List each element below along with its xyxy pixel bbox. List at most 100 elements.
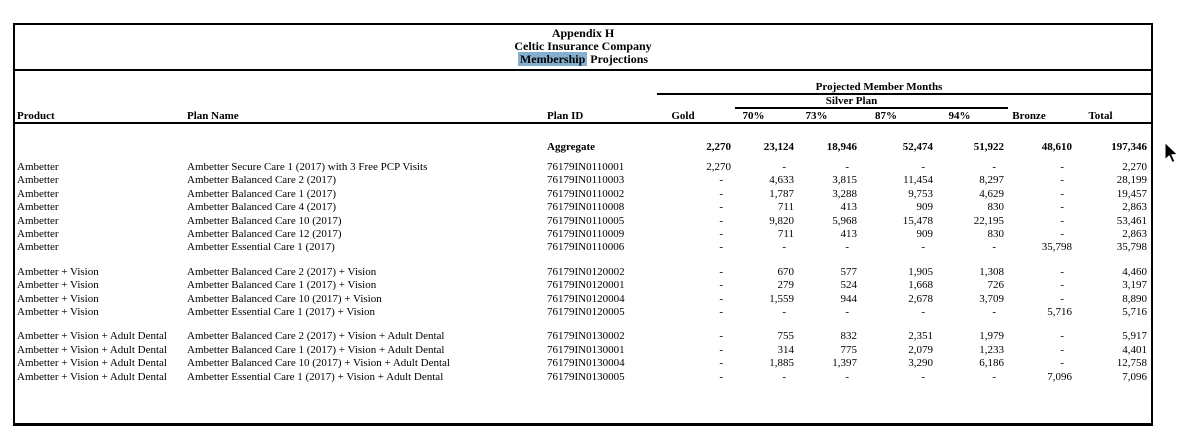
silver-73-cell: 524 bbox=[840, 279, 858, 292]
plan-id-cell: 76179IN0110003 bbox=[547, 174, 625, 187]
aggregate-label: Aggregate bbox=[547, 141, 596, 153]
plan-id-cell: 76179IN0120002 bbox=[547, 265, 625, 278]
plan-id-cell: 76179IN0110001 bbox=[547, 161, 625, 173]
gold-cell: 2,270 bbox=[706, 161, 731, 173]
column-header-plan-id: Plan ID bbox=[545, 108, 657, 124]
total-cell: 5,917 bbox=[1122, 330, 1148, 343]
silver-73-cell: 832 bbox=[840, 330, 858, 343]
silver-70-cell: 1,885 bbox=[769, 357, 794, 370]
table-row: Ambetter Ambetter Balanced Care 10 (2017)… bbox=[15, 215, 1151, 228]
total-cell: 2,863 bbox=[1122, 201, 1148, 214]
total-cell: 7,096 bbox=[1122, 370, 1148, 383]
aggregate-73: 18,946 bbox=[826, 141, 857, 153]
total-cell: 8,890 bbox=[1122, 292, 1148, 305]
gold-cell: - bbox=[719, 370, 723, 383]
gold-cell: - bbox=[719, 357, 723, 370]
total-cell: 4,460 bbox=[1122, 265, 1148, 278]
plan-id-cell: 76179IN0130004 bbox=[547, 357, 625, 370]
silver-94-cell: - bbox=[992, 241, 996, 254]
bronze-cell: - bbox=[1060, 265, 1064, 278]
table-row: Ambetter Ambetter Balanced Care 12 (2017)… bbox=[15, 228, 1151, 241]
silver-94-cell: 1,233 bbox=[979, 343, 1004, 356]
silver-87-cell: 2,351 bbox=[908, 330, 933, 343]
aggregate-total: 197,346 bbox=[1111, 141, 1148, 153]
product-cell: Ambetter + Vision bbox=[17, 306, 99, 319]
company-name: Celtic Insurance Company bbox=[514, 39, 652, 53]
table-row: Ambetter + Vision + Adult Dental Ambetter… bbox=[15, 344, 1151, 357]
silver-94-cell: 726 bbox=[987, 279, 1005, 292]
plan-id-cell: 76179IN0130001 bbox=[547, 343, 625, 356]
mouse-cursor bbox=[1164, 142, 1179, 164]
silver-73-cell: - bbox=[845, 306, 849, 319]
silver-87-cell: 9,753 bbox=[908, 187, 933, 200]
silver-73-cell: - bbox=[845, 241, 849, 254]
projected-member-months-header: Projected Member Months bbox=[657, 71, 1152, 95]
silver-73-cell: 413 bbox=[840, 228, 858, 241]
bronze-cell: - bbox=[1060, 214, 1064, 227]
bronze-cell: - bbox=[1060, 228, 1064, 241]
product-cell: Ambetter + Vision + Adult Dental bbox=[17, 357, 167, 370]
table-row: Ambetter + Vision + Adult Dental Ambetter… bbox=[15, 330, 1151, 343]
plan-id-cell: 76179IN0110008 bbox=[547, 201, 625, 214]
total-cell: 2,863 bbox=[1122, 228, 1148, 241]
column-header-94: 94% bbox=[937, 108, 1008, 124]
product-cell: Ambetter + Vision + Adult Dental bbox=[17, 370, 167, 383]
gold-cell: - bbox=[719, 343, 723, 356]
silver-87-cell: 1,905 bbox=[908, 265, 933, 278]
silver-87-cell: 2,678 bbox=[908, 292, 933, 305]
silver-73-cell: 3,288 bbox=[832, 187, 857, 200]
table-row: Ambetter Ambetter Balanced Care 4 (2017) 7… bbox=[15, 201, 1151, 214]
plan-id-cell: 76179IN0130002 bbox=[547, 330, 625, 343]
plan-name-cell: Ambetter Balanced Care 10 (2017) + Visio… bbox=[187, 357, 450, 370]
silver-87-cell: 11,454 bbox=[903, 174, 933, 187]
silver-73-cell: - bbox=[845, 370, 849, 383]
plan-name-cell: Ambetter Essential Care 1 (2017) + Visio… bbox=[187, 370, 444, 383]
bronze-cell: 7,096 bbox=[1047, 370, 1072, 383]
table-row: Ambetter Ambetter Balanced Care 2 (2017) 7… bbox=[15, 174, 1151, 187]
table-row: Ambetter + Vision + Adult Dental Ambetter… bbox=[15, 357, 1151, 370]
gold-cell: - bbox=[719, 265, 723, 278]
column-header-bronze: Bronze bbox=[1008, 108, 1076, 124]
membership-projections-sheet: Appendix H Celtic Insurance Company Memb… bbox=[13, 23, 1153, 426]
silver-70-cell: 1,787 bbox=[769, 187, 794, 200]
spacer-row bbox=[15, 255, 1151, 266]
silver-73-cell: 577 bbox=[840, 265, 858, 278]
silver-94-cell: 6,186 bbox=[979, 357, 1004, 370]
total-cell: 2,270 bbox=[1122, 161, 1148, 173]
column-header-73: 73% bbox=[798, 108, 861, 124]
silver-70-cell: 711 bbox=[777, 201, 794, 214]
silver-94-cell: 1,308 bbox=[979, 265, 1004, 278]
aggregate-gold: 2,270 bbox=[706, 141, 731, 153]
plan-rows-body: Aggregate 2,270 23,124 18,946 52,474 51,… bbox=[15, 123, 1151, 384]
silver-94-cell: 830 bbox=[987, 228, 1005, 241]
aggregate-70: 23,124 bbox=[763, 141, 794, 153]
report-title: Membership Projections bbox=[15, 52, 1151, 66]
table-row: Ambetter + Vision Ambetter Essential Care… bbox=[15, 306, 1151, 319]
silver-87-cell: 3,290 bbox=[908, 357, 933, 370]
column-header-70: 70% bbox=[735, 108, 798, 124]
gold-cell: - bbox=[719, 292, 723, 305]
bronze-cell: - bbox=[1060, 201, 1064, 214]
gold-cell: - bbox=[719, 306, 723, 319]
report-header: Appendix H Celtic Insurance Company Memb… bbox=[15, 25, 1151, 71]
total-cell: 4,401 bbox=[1122, 343, 1148, 356]
silver-73-cell: 413 bbox=[840, 201, 858, 214]
projected-member-months-row: Projected Member Months bbox=[15, 71, 1152, 95]
silver-87-cell: - bbox=[921, 370, 925, 383]
gold-cell: - bbox=[719, 187, 723, 200]
silver-94-cell: 3,709 bbox=[979, 292, 1004, 305]
silver-87-cell: - bbox=[921, 306, 925, 319]
total-cell: 12,758 bbox=[1116, 357, 1148, 370]
plan-id-cell: 76179IN0110005 bbox=[547, 214, 625, 227]
aggregate-94: 51,922 bbox=[973, 141, 1004, 153]
aggregate-bronze: 48,610 bbox=[1041, 141, 1072, 153]
plan-id-cell: 76179IN0120004 bbox=[547, 292, 625, 305]
plan-id-cell: 76179IN0120001 bbox=[547, 279, 625, 292]
silver-94-cell: 4,629 bbox=[979, 187, 1004, 200]
plan-name-cell: Ambetter Balanced Care 1 (2017) + Vision… bbox=[187, 343, 445, 356]
gold-cell: - bbox=[719, 241, 723, 254]
plan-id-cell: 76179IN0110006 bbox=[547, 241, 625, 254]
plan-name-cell: Ambetter Balanced Care 2 (2017) bbox=[187, 174, 337, 187]
total-cell: 3,197 bbox=[1122, 279, 1148, 292]
product-cell: Ambetter bbox=[17, 228, 59, 241]
